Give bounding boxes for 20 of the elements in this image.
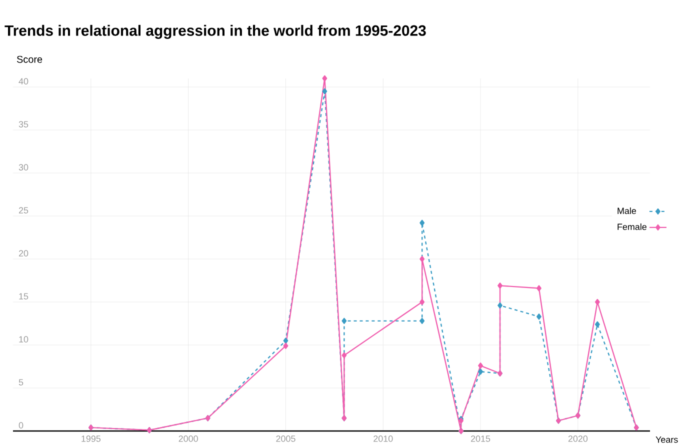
x-axis-title: Years — [656, 436, 678, 443]
y-tick-label: 15 — [19, 293, 28, 300]
y-tick-label: 30 — [18, 164, 28, 170]
x-tick-label: 2000 — [178, 436, 198, 442]
x-tick-label: 2015 — [471, 436, 490, 442]
legend-label: Female — [618, 223, 646, 230]
y-tick-label: 10 — [19, 336, 28, 342]
y-tick-label: 35 — [18, 121, 28, 128]
x-tick-label: 1995 — [82, 436, 101, 442]
x-tick-label: 2010 — [374, 436, 393, 442]
y-tick-label: 40 — [18, 78, 28, 84]
chart-title: Trends in relational aggression in the world from 1995-2023 — [4, 24, 426, 39]
legend-label: Male — [618, 207, 636, 214]
y-tick-label: 20 — [18, 250, 28, 256]
y-axis-title: Score — [16, 56, 42, 63]
y-tick-label: 0 — [18, 422, 24, 428]
x-tick-label: 2020 — [568, 436, 588, 442]
y-tick-label: 5 — [18, 379, 24, 386]
y-tick-label: 25 — [18, 207, 28, 214]
x-tick-label: 2005 — [276, 436, 296, 442]
